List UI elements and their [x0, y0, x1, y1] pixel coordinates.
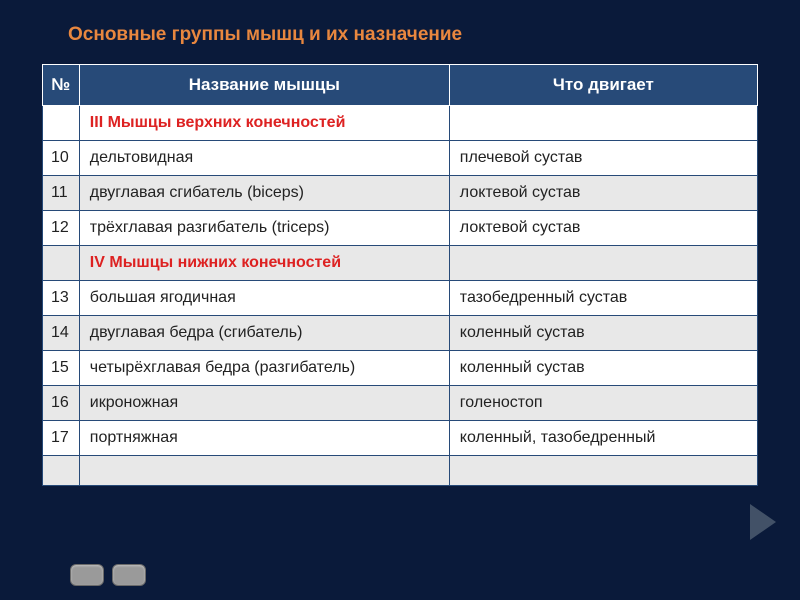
cell-moves: голеностоп: [449, 386, 757, 421]
cell-number: 17: [43, 421, 80, 456]
table-row: 13большая ягодичнаятазобедренный сустав: [43, 281, 758, 316]
table-row: 11двуглавая сгибатель (biceps)локтевой с…: [43, 176, 758, 211]
cell-number: 12: [43, 211, 80, 246]
cell-moves: локтевой сустав: [449, 211, 757, 246]
table-row: III Мышцы верхних конечностей: [43, 106, 758, 141]
table-row: 12трёхглавая разгибатель (triceps)локтев…: [43, 211, 758, 246]
col-header-moves: Что двигает: [449, 65, 757, 106]
cell-moves: [449, 106, 757, 141]
table-row: 17портняжнаяколенный, тазобедренный: [43, 421, 758, 456]
cell-moves: плечевой сустав: [449, 141, 757, 176]
cell-number: [43, 106, 80, 141]
cell-name: икроножная: [79, 386, 449, 421]
cell-moves: тазобедренный сустав: [449, 281, 757, 316]
cell-moves: локтевой сустав: [449, 176, 757, 211]
cell-moves: [449, 246, 757, 281]
cell-number: [43, 456, 80, 486]
table-row: 16икроножнаяголеностоп: [43, 386, 758, 421]
cell-name: большая ягодичная: [79, 281, 449, 316]
cell-name: дельтовидная: [79, 141, 449, 176]
cell-number: 14: [43, 316, 80, 351]
cell-number: [43, 246, 80, 281]
cell-name: трёхглавая разгибатель (triceps): [79, 211, 449, 246]
next-arrow-icon[interactable]: [750, 504, 776, 540]
cell-number: 10: [43, 141, 80, 176]
cell-number: 15: [43, 351, 80, 386]
cell-name: двуглавая бедра (сгибатель): [79, 316, 449, 351]
cell-name: [79, 456, 449, 486]
cell-moves: коленный сустав: [449, 351, 757, 386]
table-row: IV Мышцы нижних конечностей: [43, 246, 758, 281]
cell-name: IV Мышцы нижних конечностей: [79, 246, 449, 281]
cell-moves: [449, 456, 757, 486]
cell-number: 11: [43, 176, 80, 211]
cell-name: III Мышцы верхних конечностей: [79, 106, 449, 141]
col-header-name: Название мышцы: [79, 65, 449, 106]
cell-number: 13: [43, 281, 80, 316]
table-row: 15четырёхглавая бедра (разгибатель)колен…: [43, 351, 758, 386]
cell-moves: коленный, тазобедренный: [449, 421, 757, 456]
muscle-table-container: № Название мышцы Что двигает III Мышцы в…: [42, 64, 758, 486]
cell-moves: коленный сустав: [449, 316, 757, 351]
page-title: Основные группы мышц и их назначение: [0, 0, 800, 46]
nav-pill-1[interactable]: [70, 564, 104, 586]
table-row: 10дельтовиднаяплечевой сустав: [43, 141, 758, 176]
col-header-number: №: [43, 65, 80, 106]
muscle-table: № Название мышцы Что двигает III Мышцы в…: [42, 64, 758, 486]
cell-name: двуглавая сгибатель (biceps): [79, 176, 449, 211]
cell-name: портняжная: [79, 421, 449, 456]
nav-pill-2[interactable]: [112, 564, 146, 586]
cell-number: 16: [43, 386, 80, 421]
footer-buttons: [70, 564, 146, 586]
table-row: [43, 456, 758, 486]
table-row: 14двуглавая бедра (сгибатель)коленный су…: [43, 316, 758, 351]
cell-name: четырёхглавая бедра (разгибатель): [79, 351, 449, 386]
